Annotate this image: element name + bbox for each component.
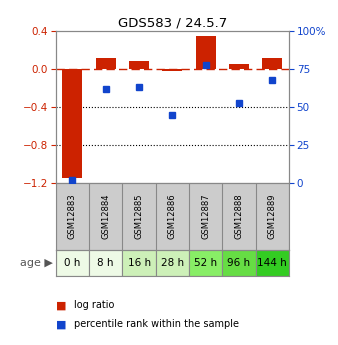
Text: ■: ■	[56, 319, 66, 329]
Text: age ▶: age ▶	[20, 258, 52, 268]
Text: GSM12888: GSM12888	[235, 194, 243, 239]
Bar	[222, 250, 256, 276]
Text: 96 h: 96 h	[227, 258, 250, 268]
Bar	[229, 65, 249, 69]
Bar	[162, 69, 183, 71]
Text: 0 h: 0 h	[64, 258, 81, 268]
Text: GSM12883: GSM12883	[68, 194, 77, 239]
Text: 144 h: 144 h	[258, 258, 287, 268]
Bar	[262, 58, 282, 69]
Text: GSM12884: GSM12884	[101, 194, 110, 239]
Bar	[63, 69, 82, 178]
Bar	[129, 61, 149, 69]
Text: log ratio: log ratio	[74, 300, 115, 310]
Text: 16 h: 16 h	[127, 258, 151, 268]
Text: 28 h: 28 h	[161, 258, 184, 268]
Text: GSM12885: GSM12885	[135, 194, 144, 239]
Bar	[89, 250, 122, 276]
Text: ■: ■	[56, 300, 66, 310]
Text: percentile rank within the sample: percentile rank within the sample	[74, 319, 239, 329]
Bar	[256, 250, 289, 276]
Text: 8 h: 8 h	[97, 258, 114, 268]
Bar	[122, 250, 156, 276]
Text: GSM12886: GSM12886	[168, 194, 177, 239]
Title: GDS583 / 24.5.7: GDS583 / 24.5.7	[118, 17, 227, 30]
Text: 52 h: 52 h	[194, 258, 217, 268]
Bar	[156, 250, 189, 276]
Bar	[96, 58, 116, 69]
Bar	[189, 250, 222, 276]
Text: GSM12887: GSM12887	[201, 194, 210, 239]
Text: GSM12889: GSM12889	[268, 194, 277, 239]
Bar	[196, 36, 216, 69]
Bar	[56, 250, 89, 276]
